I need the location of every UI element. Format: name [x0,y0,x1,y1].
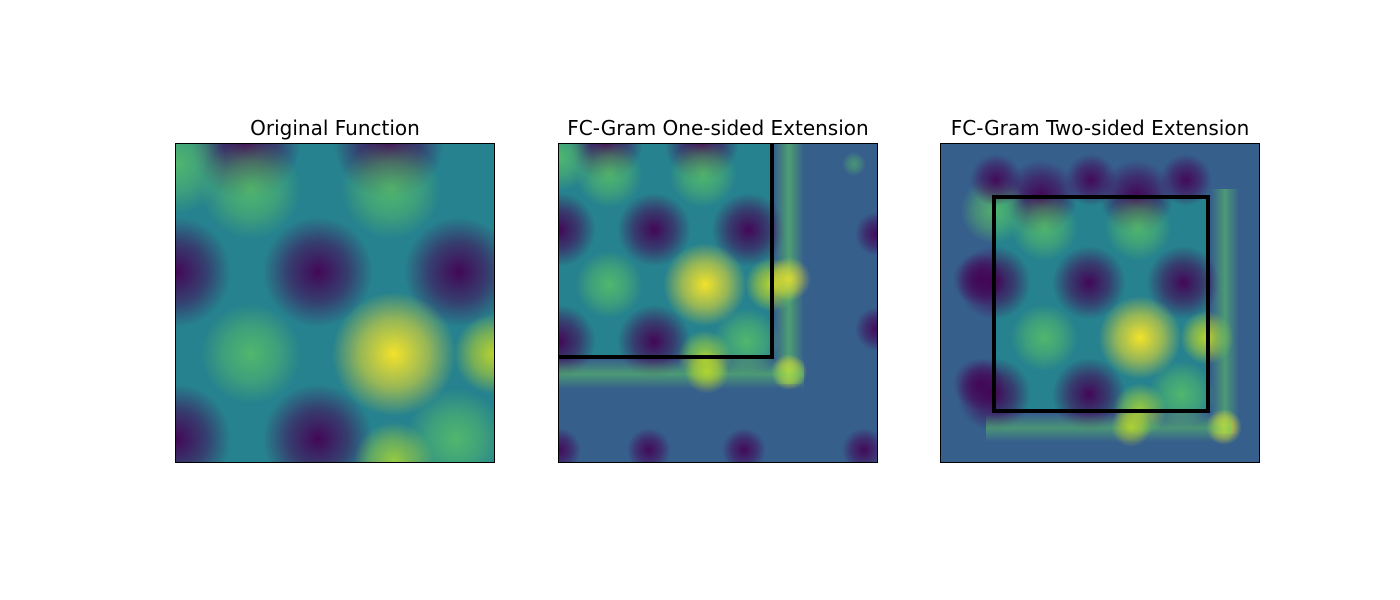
heatmap-blob [663,243,747,327]
heatmap-blob [627,428,671,462]
heatmap-blob [559,428,581,462]
heatmap-original-function [176,144,494,462]
heatmap-blob [1010,193,1078,261]
heatmap-blob [201,144,301,239]
heatmap-blob [953,358,1005,410]
extension-band-bottom [986,414,1231,442]
heatmap-blob [404,217,494,327]
panel-title-two-sided: FC-Gram Two-sided Extension [950,116,1250,140]
plot-original-function [175,143,495,463]
extension-band-right [1211,189,1239,434]
heatmap-blob [855,307,877,351]
heatmap-blob [711,192,786,267]
heatmap-blob [176,384,231,462]
heatmap-blob [575,144,643,208]
heatmap-blob [1010,304,1078,372]
heatmap-blob [722,428,766,462]
plot-two-sided-extension [940,143,1260,463]
heatmap-blob [263,384,373,462]
original-domain-box [992,195,1210,413]
heatmap-blob [176,144,226,214]
heatmap-blob [341,144,441,239]
heatmap-blob [263,217,373,327]
heatmap-blob [454,314,494,394]
heatmap-blob [669,144,737,208]
heatmap-blob [332,292,456,416]
heatmap-one-sided-extension [559,144,877,462]
heatmap-blob [354,422,434,462]
plot-one-sided-extension [558,143,878,463]
heatmap-blob [176,217,231,327]
heatmap-two-sided-extension [941,144,1259,462]
heatmap-blob [201,304,301,404]
heatmap-blob [559,192,596,267]
heatmap-blob [1098,296,1182,380]
heatmap-blob [953,253,1005,305]
heatmap-blob [575,251,643,319]
original-domain-box [559,144,774,359]
heatmap-blob [1111,407,1151,447]
heatmap-blob [842,152,866,176]
extension-band-bottom [559,359,804,389]
heatmap-blob [1052,357,1126,432]
heatmap-blob [617,192,691,267]
heatmap-blob [1065,154,1117,206]
heatmap-blob [1104,193,1172,261]
panel-title-original: Original Function [250,116,420,140]
heatmap-blob [685,350,729,394]
heatmap-blob [559,144,593,191]
heatmap-blob [842,428,877,462]
heatmap-blob [1146,245,1221,320]
heatmap-blob [1052,245,1126,320]
panel-title-one-sided: FC-Gram One-sided Extension [567,116,869,140]
heatmap-blob [1160,154,1212,206]
heatmap-blob [970,154,1022,206]
heatmap-blob [767,257,811,301]
heatmap-blob [855,212,877,256]
